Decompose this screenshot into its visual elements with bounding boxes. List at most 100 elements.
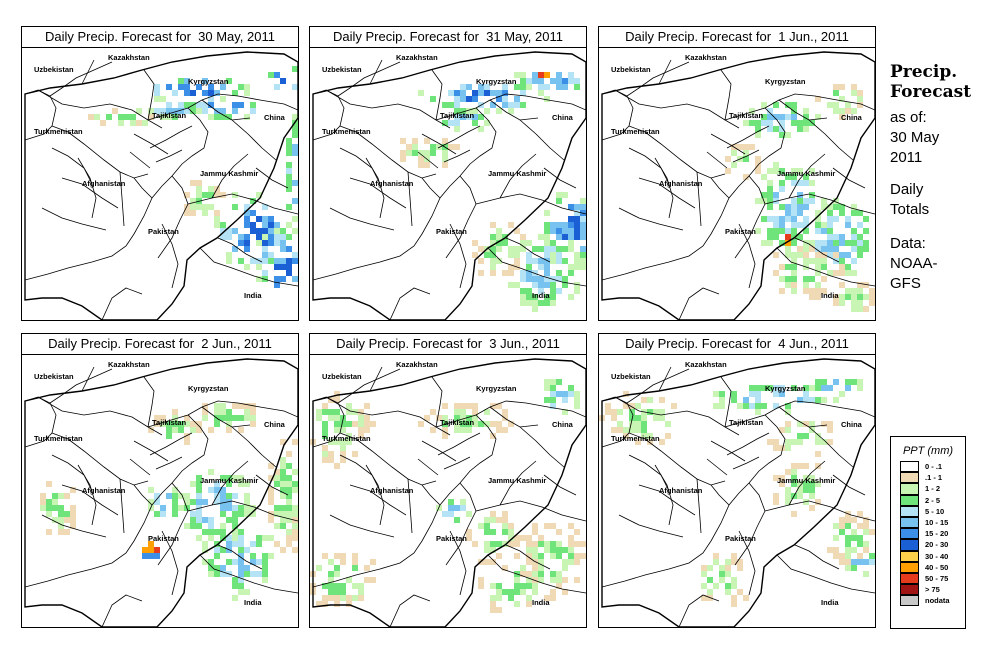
map-label: China [841, 420, 863, 429]
precip-cell [244, 493, 250, 499]
precip-cell [803, 216, 809, 222]
precip-cell [767, 180, 773, 186]
precip-cell [544, 228, 550, 234]
precip-cell [526, 240, 532, 246]
precip-cell [340, 583, 346, 589]
precip-cell [478, 523, 484, 529]
precip-cell [580, 252, 586, 258]
precip-cell [574, 391, 580, 397]
precip-cell [605, 409, 611, 415]
border-line [443, 149, 471, 163]
precip-cell [490, 421, 496, 427]
precip-cell [280, 487, 286, 493]
precip-cell [550, 78, 556, 84]
precip-cell [58, 505, 64, 511]
precip-cell [857, 246, 863, 252]
precip-cell [731, 601, 737, 607]
precip-cell [268, 234, 274, 240]
precip-cell [400, 138, 406, 144]
precip-cell [262, 535, 268, 541]
precip-cell [238, 565, 244, 571]
precip-cell [478, 90, 484, 96]
precip-cell [550, 246, 556, 252]
precip-cell [809, 487, 815, 493]
precip-cell [334, 565, 340, 571]
precip-grid [310, 379, 586, 613]
precip-cell [64, 517, 70, 523]
precip-cell [334, 589, 340, 595]
precip-cell [214, 481, 220, 487]
precip-cell [250, 541, 256, 547]
map-label: India [532, 598, 550, 607]
precip-cell [490, 607, 496, 613]
precip-cell [460, 505, 466, 511]
precip-cell [508, 222, 514, 228]
map-label: Afghanistan [659, 486, 703, 495]
precip-cell [821, 421, 827, 427]
precip-cell [286, 150, 292, 156]
precip-cell [220, 403, 226, 409]
precip-cell [785, 403, 791, 409]
precip-cell [815, 216, 821, 222]
border-line [738, 530, 756, 596]
precip-cell [574, 264, 580, 270]
precip-cell [496, 595, 502, 601]
map-label: Jammu Kashmir [777, 476, 835, 485]
precip-cell [749, 120, 755, 126]
precip-cell [496, 589, 502, 595]
precip-cell [815, 282, 821, 288]
precip-cell [827, 421, 833, 427]
precip-cell [346, 421, 352, 427]
precip-cell [202, 204, 208, 210]
precip-cell [773, 192, 779, 198]
panel-title: Daily Precip. Forecast for 31 May, 2011 [310, 27, 586, 48]
precip-cell [580, 258, 586, 264]
precip-cell [550, 385, 556, 391]
precip-cell [556, 541, 562, 547]
precip-cell [797, 397, 803, 403]
precip-cell [364, 565, 370, 571]
precip-cell [202, 78, 208, 84]
precip-cell [767, 108, 773, 114]
precip-cell [316, 415, 322, 421]
precip-cell [773, 216, 779, 222]
precip-cell [448, 499, 454, 505]
precip-cell [346, 577, 352, 583]
precip-cell [743, 403, 749, 409]
map-label: Pakistan [148, 227, 179, 236]
precip-cell [550, 577, 556, 583]
precip-cell [869, 288, 875, 294]
precip-cell [797, 439, 803, 445]
precip-cell [268, 72, 274, 78]
precip-cell [232, 529, 238, 535]
precip-cell [532, 589, 538, 595]
precip-cell [490, 559, 496, 565]
border-line [475, 193, 586, 215]
precip-cell [532, 276, 538, 282]
map-label: Jammu Kashmir [200, 476, 258, 485]
precip-cell [785, 240, 791, 246]
precip-cell [262, 270, 268, 276]
precip-cell [845, 102, 851, 108]
precip-cell [280, 511, 286, 517]
precip-cell [550, 252, 556, 258]
precip-cell [755, 198, 761, 204]
precip-cell [863, 547, 869, 553]
precip-cell [244, 499, 250, 505]
precip-cell [815, 114, 821, 120]
precip-cell [568, 270, 574, 276]
border-line [201, 406, 251, 428]
precip-cell [520, 234, 526, 240]
precip-cell [274, 240, 280, 246]
precip-cell [364, 421, 370, 427]
precip-cell [550, 589, 556, 595]
precip-cell [184, 421, 190, 427]
precip-cell [797, 234, 803, 240]
precip-cell [136, 108, 142, 114]
precip-cell [250, 553, 256, 559]
precip-cell [556, 234, 562, 240]
precip-cell [196, 517, 202, 523]
precip-cell [532, 529, 538, 535]
precip-cell [490, 583, 496, 589]
forecast-panel-2: Daily Precip. Forecast for 31 May, 2011 … [309, 26, 587, 321]
